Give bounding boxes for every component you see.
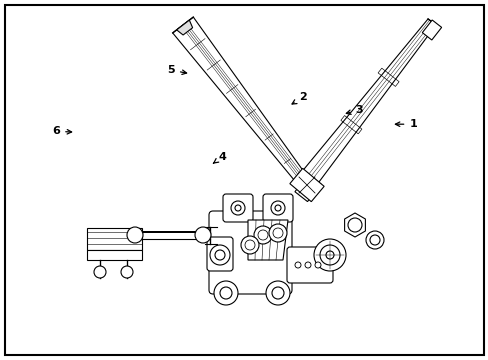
Polygon shape bbox=[300, 19, 435, 186]
Circle shape bbox=[319, 245, 339, 265]
Circle shape bbox=[209, 245, 229, 265]
Text: 2: 2 bbox=[291, 92, 306, 104]
Polygon shape bbox=[422, 20, 441, 40]
Circle shape bbox=[258, 230, 267, 240]
Circle shape bbox=[253, 226, 271, 244]
Polygon shape bbox=[172, 17, 310, 189]
Circle shape bbox=[313, 239, 346, 271]
Text: 5: 5 bbox=[167, 65, 186, 75]
Circle shape bbox=[235, 205, 241, 211]
Polygon shape bbox=[289, 168, 324, 202]
Text: 1: 1 bbox=[395, 119, 416, 129]
Circle shape bbox=[270, 201, 285, 215]
Circle shape bbox=[195, 227, 210, 243]
Circle shape bbox=[94, 266, 106, 278]
Polygon shape bbox=[344, 213, 365, 237]
Circle shape bbox=[220, 287, 231, 299]
Circle shape bbox=[127, 227, 142, 243]
Polygon shape bbox=[294, 174, 321, 202]
FancyBboxPatch shape bbox=[223, 194, 252, 222]
FancyBboxPatch shape bbox=[286, 247, 332, 283]
FancyBboxPatch shape bbox=[206, 237, 232, 271]
Polygon shape bbox=[247, 220, 287, 260]
Circle shape bbox=[294, 262, 301, 268]
FancyBboxPatch shape bbox=[208, 211, 291, 294]
Circle shape bbox=[314, 262, 320, 268]
Text: 4: 4 bbox=[213, 152, 226, 163]
Circle shape bbox=[268, 224, 286, 242]
Circle shape bbox=[241, 236, 259, 254]
Circle shape bbox=[305, 262, 310, 268]
FancyBboxPatch shape bbox=[87, 228, 142, 250]
FancyBboxPatch shape bbox=[263, 194, 292, 222]
FancyBboxPatch shape bbox=[87, 250, 142, 260]
Text: 6: 6 bbox=[52, 126, 71, 136]
Circle shape bbox=[214, 281, 238, 305]
Circle shape bbox=[230, 201, 244, 215]
Circle shape bbox=[369, 235, 379, 245]
Circle shape bbox=[274, 205, 281, 211]
Text: 3: 3 bbox=[346, 105, 363, 115]
Circle shape bbox=[244, 240, 254, 250]
Circle shape bbox=[121, 266, 133, 278]
Circle shape bbox=[347, 218, 361, 232]
Circle shape bbox=[215, 250, 224, 260]
Circle shape bbox=[271, 287, 284, 299]
Circle shape bbox=[265, 281, 289, 305]
Circle shape bbox=[325, 251, 333, 259]
Circle shape bbox=[272, 228, 283, 238]
Polygon shape bbox=[176, 20, 192, 35]
Circle shape bbox=[365, 231, 383, 249]
